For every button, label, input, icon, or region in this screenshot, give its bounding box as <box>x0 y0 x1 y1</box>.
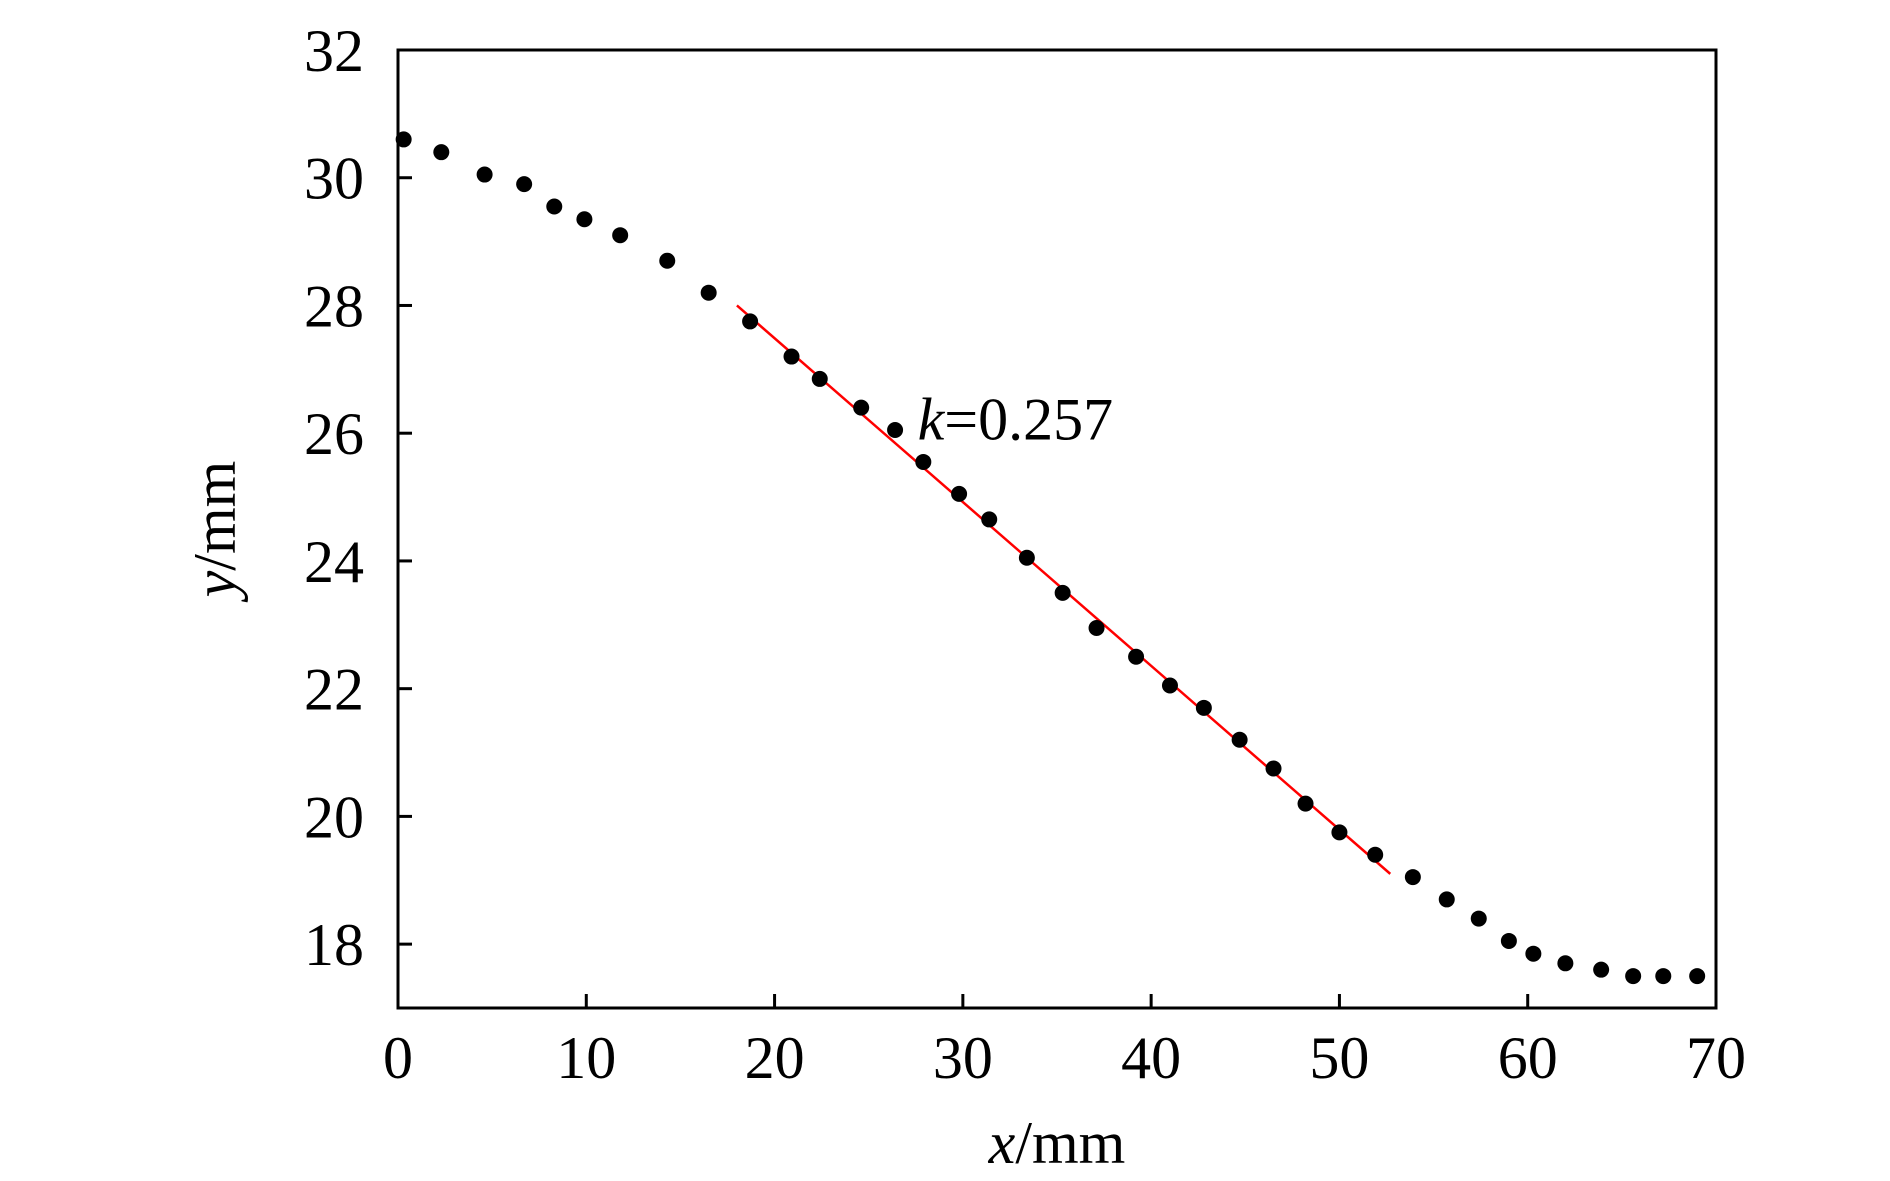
data-point <box>951 485 968 502</box>
y-tick-label: 28 <box>304 273 364 339</box>
plot-border <box>396 48 1718 1010</box>
data-point <box>1331 824 1348 841</box>
x-tick-label: 40 <box>1121 1025 1181 1091</box>
data-point <box>811 370 828 387</box>
data-point <box>915 453 932 470</box>
data-point <box>1297 795 1314 812</box>
data-point <box>576 211 593 228</box>
x-axis-label-var: x <box>988 1110 1016 1176</box>
data-point <box>1231 731 1248 748</box>
y-tick-label: 26 <box>304 401 364 467</box>
data-point <box>1689 968 1706 985</box>
data-point <box>1265 760 1282 777</box>
data-point <box>395 131 412 148</box>
x-tick-label: 0 <box>383 1025 413 1091</box>
x-tick-label: 50 <box>1309 1025 1369 1091</box>
x-tick-label: 10 <box>556 1025 616 1091</box>
data-point <box>1161 677 1178 694</box>
x-axis-ticks: 0 10 20 30 40 50 60 70 <box>383 994 1746 1091</box>
x-axis-label-unit: /mm <box>1015 1110 1125 1176</box>
data-point <box>1625 968 1642 985</box>
y-tick-label: 22 <box>304 657 364 723</box>
y-tick-label: 32 <box>304 18 364 84</box>
y-axis-label: y/mm <box>182 461 248 604</box>
y-tick-label: 18 <box>304 912 364 978</box>
y-axis-label-unit: /mm <box>182 461 248 571</box>
data-point <box>476 166 493 183</box>
data-point <box>1367 846 1384 863</box>
data-point <box>612 227 629 244</box>
data-point <box>1557 955 1574 972</box>
x-tick-label: 70 <box>1686 1025 1746 1091</box>
data-point <box>1525 945 1542 962</box>
slope-annotation-var: k <box>918 387 946 453</box>
data-point <box>742 313 759 330</box>
data-point <box>1195 699 1212 716</box>
data-point <box>516 176 533 193</box>
y-tick-label: 20 <box>304 784 364 850</box>
slope-annotation: k=0.257 <box>918 387 1113 453</box>
data-points <box>395 131 1706 985</box>
data-point <box>1500 932 1517 949</box>
y-axis-label-var: y <box>182 570 248 603</box>
data-point <box>1018 549 1035 566</box>
x-tick-label: 60 <box>1498 1025 1558 1091</box>
data-point <box>1128 648 1145 665</box>
data-point <box>1088 619 1105 636</box>
plot-frame <box>396 48 1718 1010</box>
data-point <box>1404 869 1421 886</box>
data-point <box>1438 891 1455 908</box>
data-point <box>433 144 450 161</box>
data-point <box>1593 961 1610 978</box>
data-point <box>546 198 563 215</box>
data-point <box>1470 910 1487 927</box>
x-axis-label: x/mm <box>988 1110 1126 1176</box>
data-point <box>887 422 904 439</box>
data-point <box>1054 584 1071 601</box>
data-point <box>1655 968 1672 985</box>
x-tick-label: 30 <box>933 1025 993 1091</box>
y-tick-label: 24 <box>304 529 364 595</box>
x-tick-label: 20 <box>745 1025 805 1091</box>
data-point <box>853 399 870 416</box>
y-tick-label: 30 <box>304 146 364 212</box>
data-point <box>783 348 800 365</box>
slope-annotation-value: =0.257 <box>944 387 1113 453</box>
data-point <box>700 284 717 301</box>
y-axis-ticks: 18 20 22 24 26 28 30 32 <box>304 18 412 978</box>
data-point <box>981 511 998 528</box>
data-point <box>659 252 676 269</box>
